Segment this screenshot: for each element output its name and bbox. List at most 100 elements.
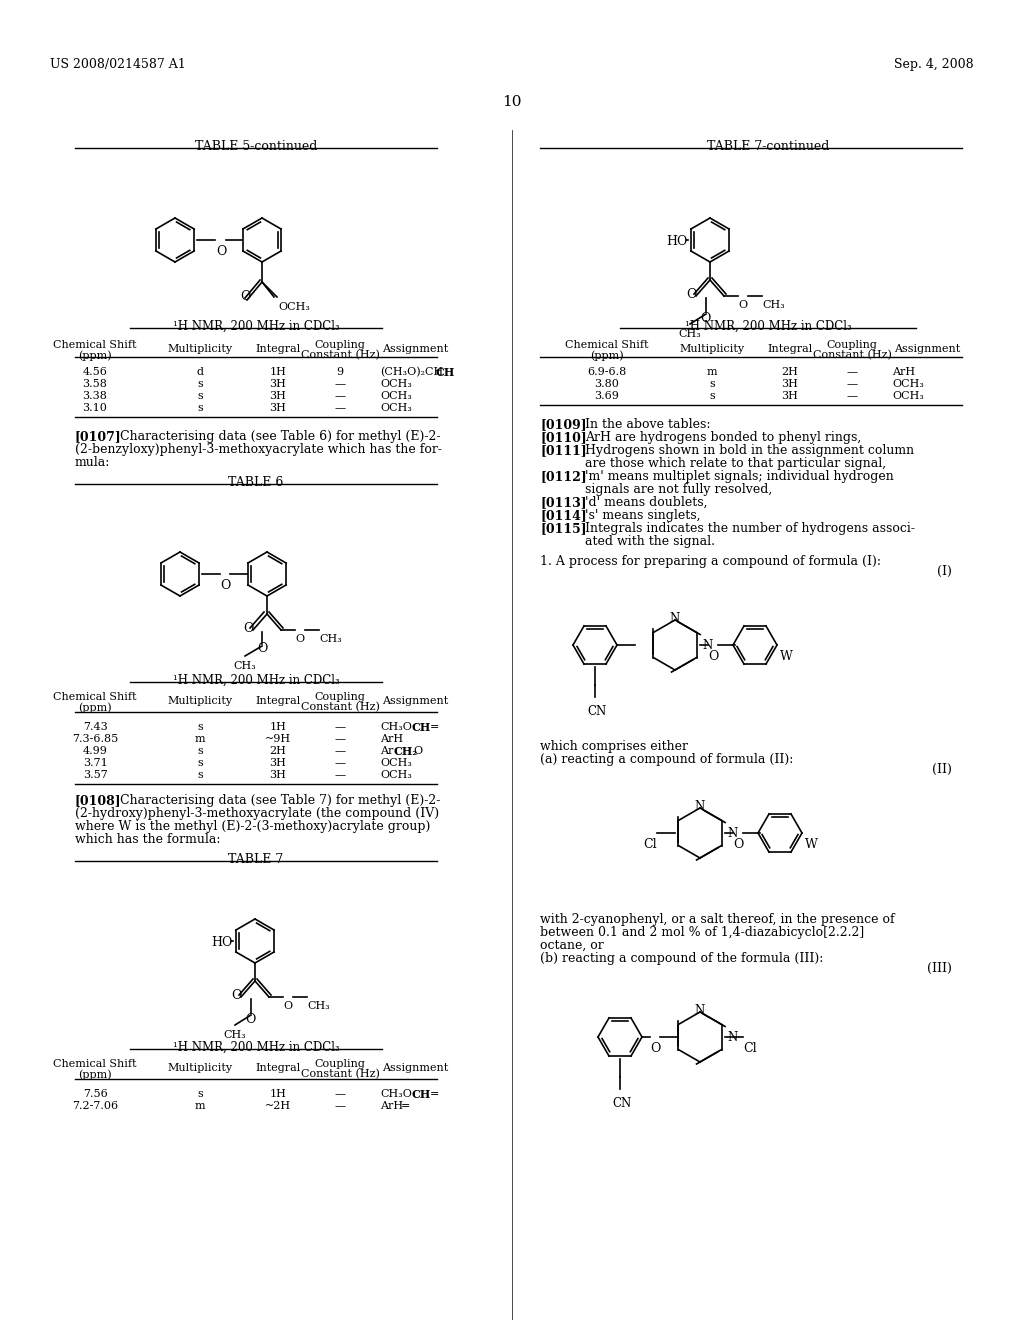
Text: (a) reacting a compound of formula (II):: (a) reacting a compound of formula (II):: [540, 752, 794, 766]
Text: m: m: [195, 734, 206, 744]
Text: 'm' means multiplet signals; individual hydrogen: 'm' means multiplet signals; individual …: [585, 470, 894, 483]
Text: —: —: [335, 379, 345, 389]
Text: 3.38: 3.38: [83, 391, 108, 401]
Text: 7.43: 7.43: [83, 722, 108, 733]
Text: ~9H: ~9H: [265, 734, 291, 744]
Text: [0111]: [0111]: [540, 444, 587, 457]
Text: s: s: [198, 1089, 203, 1100]
Text: 3.57: 3.57: [83, 770, 108, 780]
Text: 3H: 3H: [781, 391, 799, 401]
Text: Hydrogens shown in bold in the assignment column: Hydrogens shown in bold in the assignmen…: [585, 444, 914, 457]
Text: ~2H: ~2H: [265, 1101, 291, 1111]
Text: Characterising data (see Table 7) for methyl (E)-2-: Characterising data (see Table 7) for me…: [120, 795, 440, 807]
Text: =: =: [430, 1089, 439, 1100]
Text: 3H: 3H: [269, 403, 287, 413]
Text: W: W: [780, 649, 793, 663]
Text: 3H: 3H: [269, 391, 287, 401]
Text: HO: HO: [211, 936, 232, 949]
Text: [0110]: [0110]: [540, 432, 587, 444]
Text: =: =: [401, 1101, 411, 1111]
Text: 3.80: 3.80: [595, 379, 620, 389]
Text: (2-hydroxy)phenyl-3-methoxyacrylate (the compound (IV): (2-hydroxy)phenyl-3-methoxyacrylate (the…: [75, 807, 439, 820]
Text: s: s: [198, 403, 203, 413]
Text: Integral: Integral: [767, 345, 813, 354]
Text: CN: CN: [612, 1097, 631, 1110]
Text: Constant (Hz): Constant (Hz): [301, 1069, 380, 1080]
Text: 7.2-7.06: 7.2-7.06: [72, 1101, 118, 1111]
Text: [0107]: [0107]: [75, 430, 122, 444]
Text: Integral: Integral: [255, 696, 301, 706]
Text: [0114]: [0114]: [540, 510, 587, 521]
Text: OCH₃: OCH₃: [380, 403, 412, 413]
Text: O: O: [231, 989, 242, 1002]
Text: (ppm): (ppm): [78, 350, 112, 360]
Text: —: —: [847, 367, 857, 378]
Text: O: O: [650, 1041, 660, 1055]
Text: Assignment: Assignment: [894, 345, 961, 354]
Text: Assignment: Assignment: [382, 1063, 449, 1073]
Text: 3.10: 3.10: [83, 403, 108, 413]
Text: Integral: Integral: [255, 345, 301, 354]
Text: Coupling: Coupling: [314, 341, 366, 350]
Text: ArH: ArH: [892, 367, 915, 378]
Text: CH₃: CH₃: [307, 1001, 330, 1011]
Text: ArH: ArH: [380, 734, 403, 744]
Text: Cl: Cl: [743, 1041, 757, 1055]
Text: (2-benzyloxy)phenyl-3-methoxyacrylate which has the for-: (2-benzyloxy)phenyl-3-methoxyacrylate wh…: [75, 444, 442, 455]
Text: —: —: [335, 722, 345, 733]
Text: N: N: [669, 612, 679, 624]
Text: CH₃O: CH₃O: [380, 722, 412, 733]
Text: O: O: [733, 838, 743, 851]
Text: 4.99: 4.99: [83, 746, 108, 756]
Text: O: O: [240, 290, 251, 304]
Text: (II): (II): [932, 763, 952, 776]
Text: Multiplicity: Multiplicity: [168, 345, 232, 354]
Text: 7.3-6.85: 7.3-6.85: [72, 734, 118, 744]
Text: 3.71: 3.71: [83, 758, 108, 768]
Text: [0109]: [0109]: [540, 418, 587, 432]
Text: 1H: 1H: [269, 722, 287, 733]
Text: ArH: ArH: [380, 1101, 403, 1111]
Text: s: s: [198, 391, 203, 401]
Text: 1H: 1H: [269, 1089, 287, 1100]
Text: OCH₃: OCH₃: [278, 302, 310, 312]
Text: between 0.1 and 2 mol % of 1,4-diazabicyclo[2.2.2]: between 0.1 and 2 mol % of 1,4-diazabicy…: [540, 927, 864, 939]
Text: mula:: mula:: [75, 455, 111, 469]
Text: [0115]: [0115]: [540, 521, 587, 535]
Text: s: s: [710, 379, 715, 389]
Text: s: s: [198, 722, 203, 733]
Text: TABLE 5-continued: TABLE 5-continued: [195, 140, 317, 153]
Text: Multiplicity: Multiplicity: [680, 345, 744, 354]
Text: Ar: Ar: [380, 746, 393, 756]
Text: 10: 10: [502, 95, 522, 110]
Text: Multiplicity: Multiplicity: [168, 696, 232, 706]
Text: Constant (Hz): Constant (Hz): [813, 350, 892, 360]
Text: O: O: [220, 579, 230, 591]
Text: —: —: [335, 1101, 345, 1111]
Text: N: N: [694, 800, 705, 813]
Text: ¹H NMR, 200 MHz in CDCl₃: ¹H NMR, 200 MHz in CDCl₃: [173, 319, 339, 333]
Text: OCH₃: OCH₃: [380, 379, 412, 389]
Text: Integrals indicates the number of hydrogens associ-: Integrals indicates the number of hydrog…: [585, 521, 915, 535]
Text: —: —: [335, 391, 345, 401]
Text: (CH₃O)₂CH: (CH₃O)₂CH: [380, 367, 443, 378]
Text: 7.56: 7.56: [83, 1089, 108, 1100]
Text: 3.69: 3.69: [595, 391, 620, 401]
Text: m: m: [707, 367, 718, 378]
Text: 1. A process for preparing a compound of formula (I):: 1. A process for preparing a compound of…: [540, 554, 881, 568]
Text: which has the formula:: which has the formula:: [75, 833, 220, 846]
Text: —: —: [335, 758, 345, 768]
Text: 3H: 3H: [781, 379, 799, 389]
Text: CH₃O: CH₃O: [380, 1089, 412, 1100]
Text: OCH₃: OCH₃: [892, 391, 924, 401]
Text: —: —: [335, 746, 345, 756]
Text: O: O: [295, 634, 304, 644]
Text: s: s: [710, 391, 715, 401]
Text: O: O: [686, 288, 696, 301]
Text: O: O: [708, 649, 719, 663]
Text: 3H: 3H: [269, 379, 287, 389]
Text: CH₃: CH₃: [762, 300, 784, 310]
Text: 9: 9: [337, 367, 344, 378]
Text: TABLE 7-continued: TABLE 7-continued: [707, 140, 829, 153]
Text: O: O: [283, 1001, 292, 1011]
